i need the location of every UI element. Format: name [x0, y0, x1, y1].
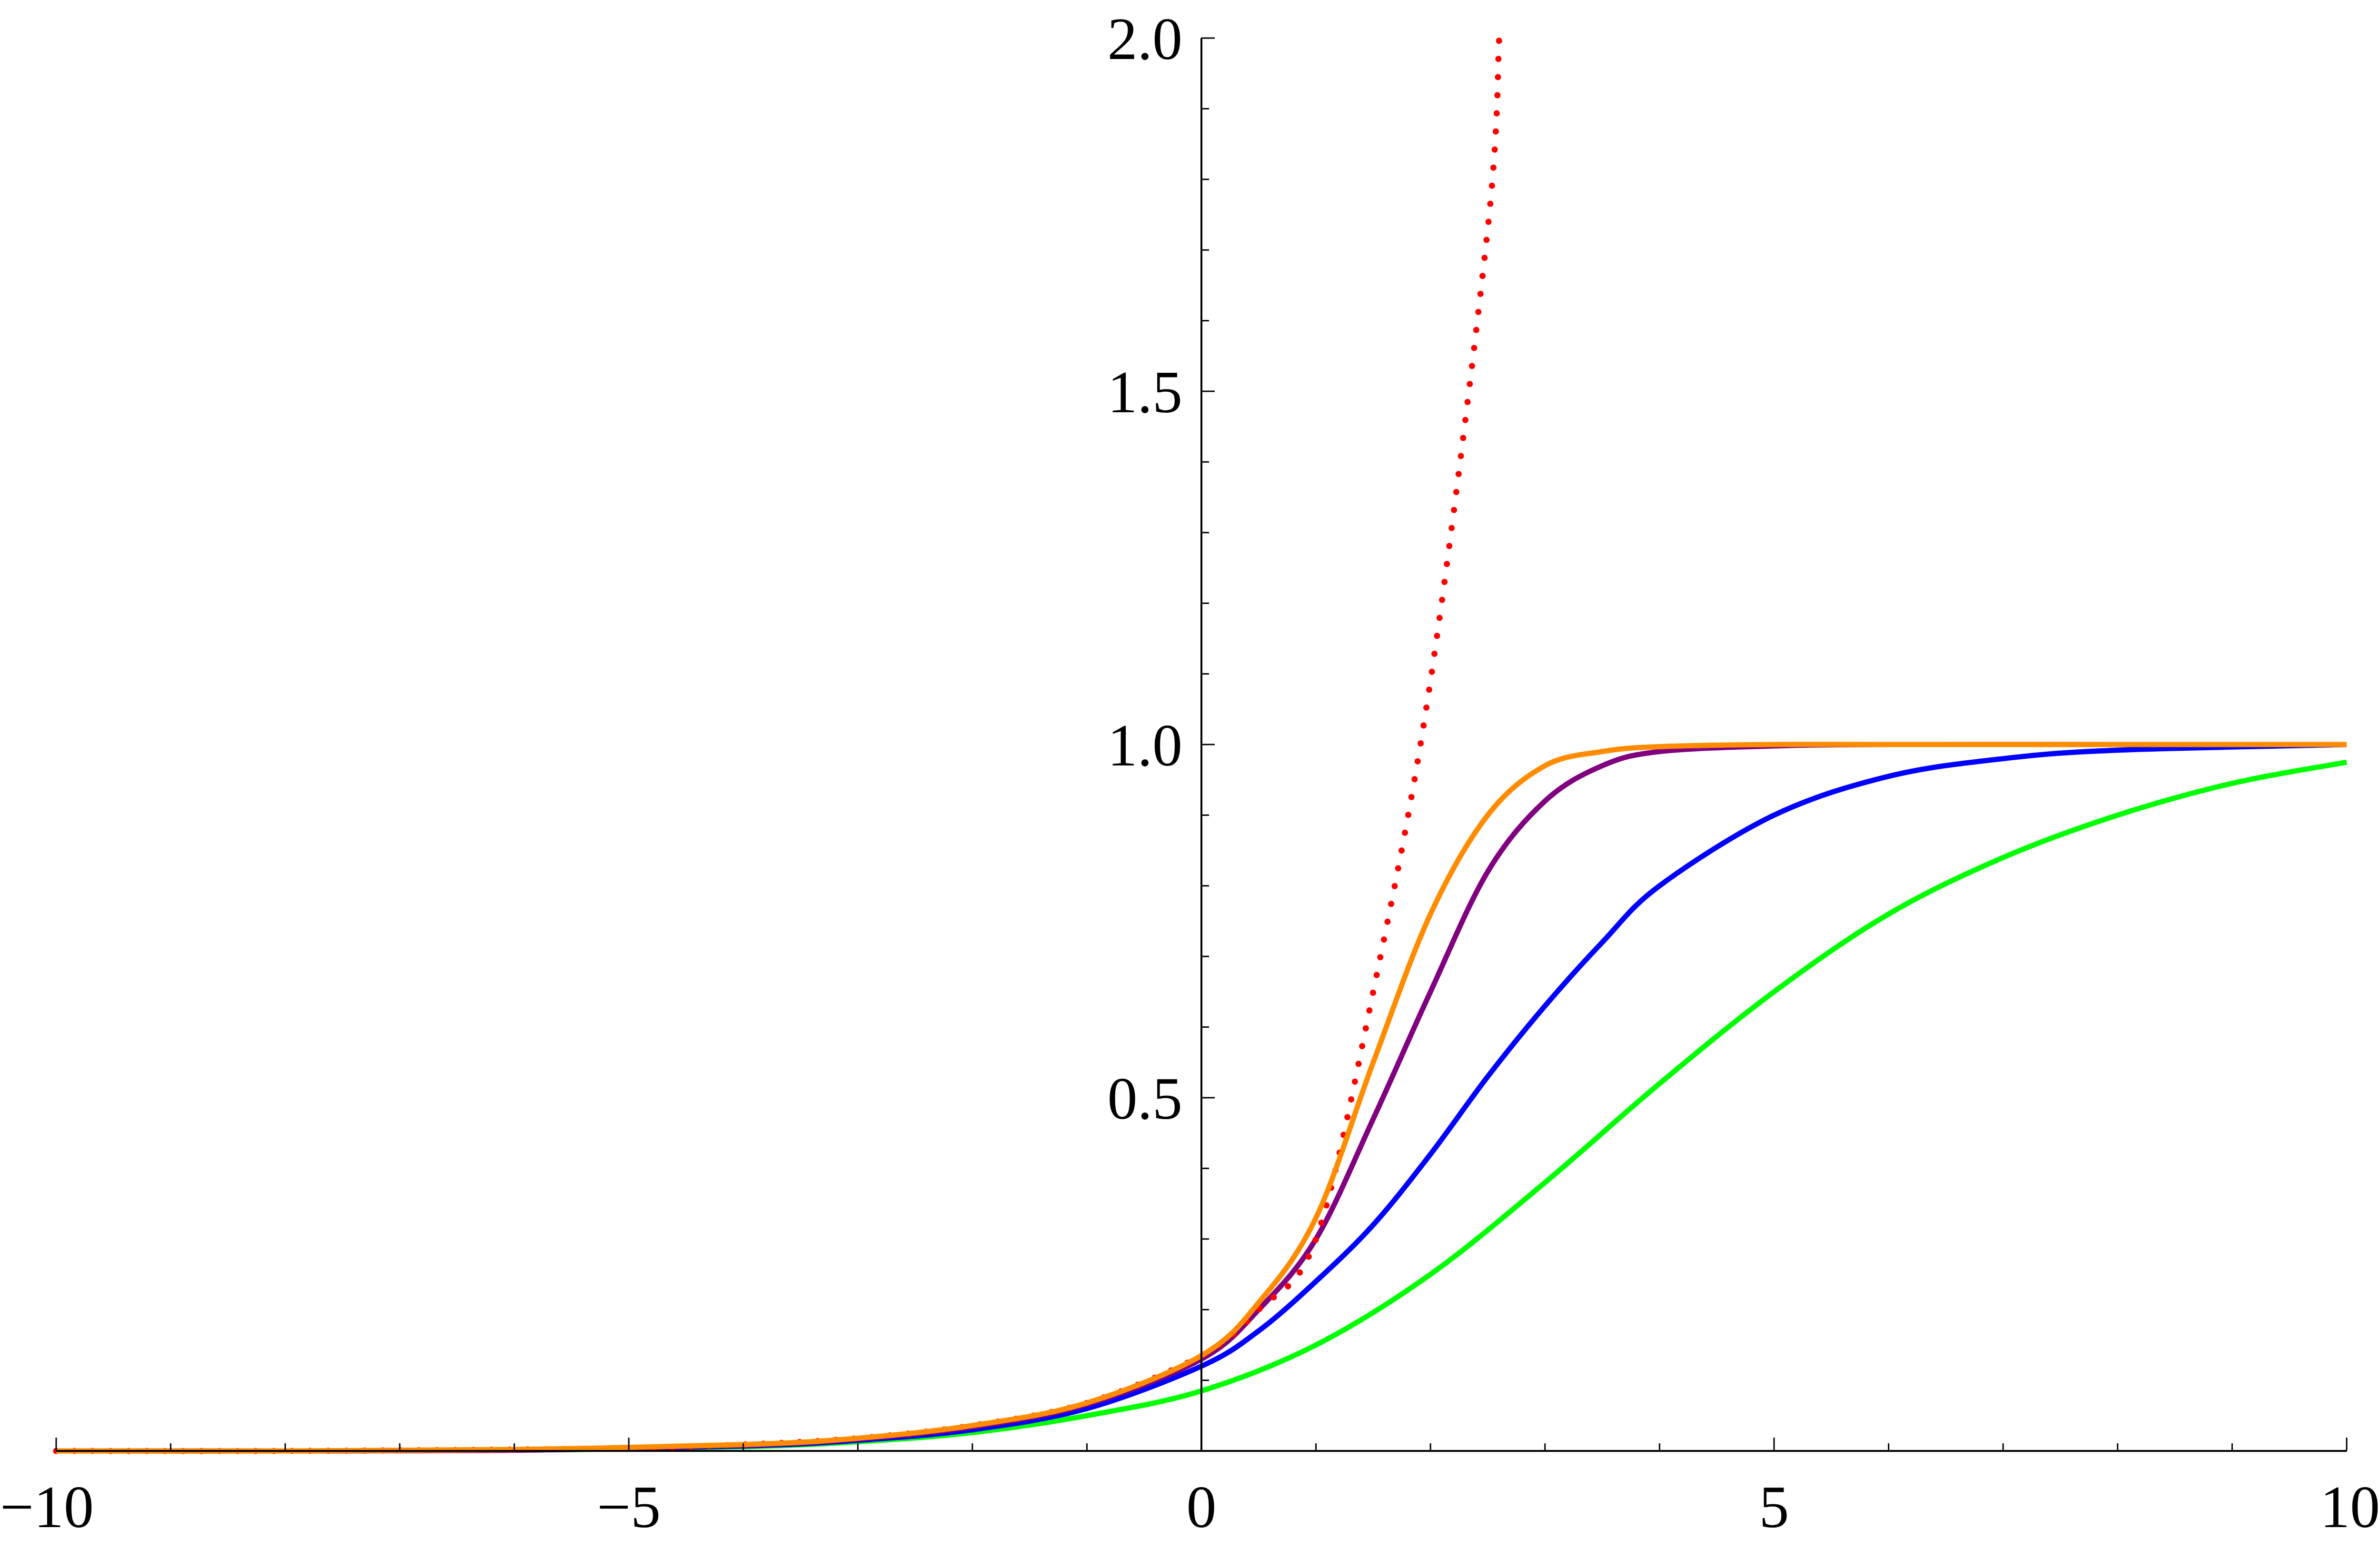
series-layer	[53, 35, 2347, 1454]
x-tick-label: −10	[0, 1474, 94, 1540]
tick-layer: −10 −5 0 5 10 0.5 1.0 1.5 2.0	[0, 6, 2380, 1540]
x-tick-label: −5	[597, 1474, 661, 1540]
x-tick-label: 0	[1187, 1474, 1217, 1540]
y-tick-label: 1.5	[1108, 359, 1183, 426]
y-tick-label: 0.5	[1108, 1066, 1183, 1132]
y-tick-label: 1.0	[1108, 713, 1183, 779]
x-tick-label: 10	[2320, 1474, 2380, 1540]
series-line-dotted	[53, 35, 1503, 1454]
series-line	[56, 742, 2347, 1454]
y-tick-label: 2.0	[1108, 6, 1183, 72]
x-tick-label: 5	[1759, 1474, 1789, 1540]
